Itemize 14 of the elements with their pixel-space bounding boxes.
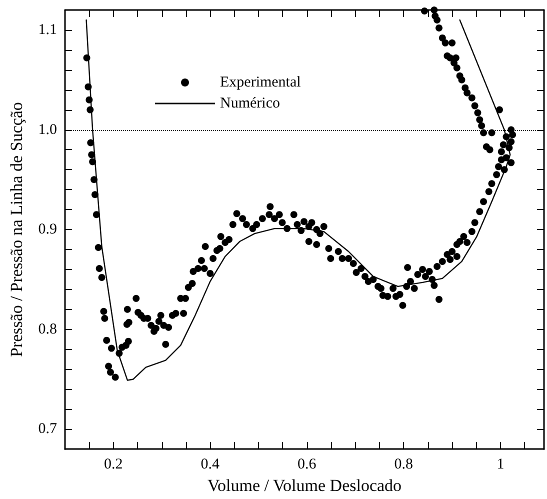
x-axis-title: Volume / Volume Deslocado xyxy=(207,476,402,495)
legend-label: Numérico xyxy=(220,96,280,112)
x-tick-label: 0.4 xyxy=(200,456,220,473)
y-tick-label: 0.9 xyxy=(38,222,57,238)
y-axis-title: Pressão / Pressão na Linha de Sucção xyxy=(7,102,26,358)
x-tick-label: 0.2 xyxy=(104,456,123,473)
y-tick-label: 0.7 xyxy=(38,421,58,438)
y-tick-label: 1.1 xyxy=(38,22,57,38)
x-tick-label: 0.6 xyxy=(298,456,317,473)
y-tick-label: 1.0 xyxy=(38,122,57,138)
x-tick-label: 1 xyxy=(496,456,504,473)
y-tick-label: 0.8 xyxy=(38,321,57,338)
x-tick-label: 0.8 xyxy=(394,456,414,473)
legend-label: Experimental xyxy=(220,74,301,90)
